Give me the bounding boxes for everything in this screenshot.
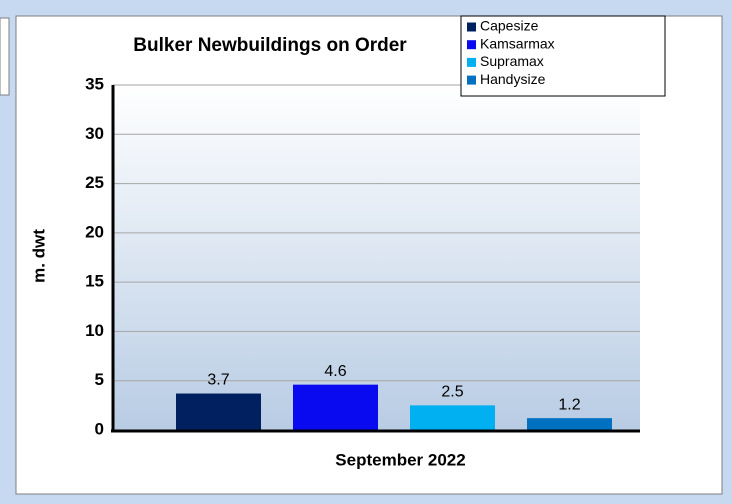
y-tick-label: 0 [95, 419, 104, 438]
chart-title: Bulker Newbuildings on Order [133, 35, 407, 56]
y-axis-label: m. dwt [29, 229, 48, 283]
data-label: 3.7 [207, 372, 229, 389]
legend [460, 15, 666, 97]
bar [176, 393, 261, 430]
legend-swatch [467, 40, 476, 50]
side-panel [0, 17, 10, 96]
legend-label: Supramax [480, 53, 544, 69]
y-tick-label: 10 [85, 321, 104, 340]
legend-label: Capesize [480, 18, 539, 34]
plot-area [113, 85, 640, 430]
bar [527, 418, 612, 430]
data-label: 2.5 [441, 384, 463, 401]
y-tick-label: 25 [85, 173, 104, 192]
legend-label: Kamsarmax [480, 35, 555, 51]
legend-swatch [467, 57, 476, 67]
x-tick-label: September 2022 [335, 450, 465, 469]
y-tick-label: 5 [95, 370, 104, 389]
data-label: 4.6 [324, 363, 346, 380]
bar [410, 405, 495, 430]
bar [293, 384, 378, 430]
y-tick-label: 20 [85, 222, 104, 241]
legend-label: Handysize [480, 71, 546, 87]
data-label: 1.2 [558, 396, 580, 413]
y-tick-label: 35 [85, 74, 104, 93]
legend-swatch [467, 22, 476, 32]
legend-swatch [467, 75, 476, 85]
y-tick-label: 30 [85, 124, 104, 143]
y-tick-label: 15 [85, 272, 104, 291]
